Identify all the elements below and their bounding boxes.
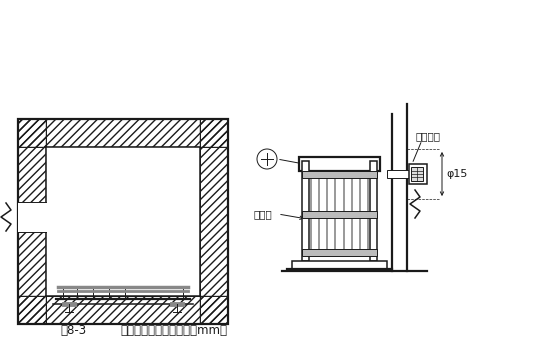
Text: 膨胀螺栓: 膨胀螺栓 [415,131,440,141]
Bar [302,171,377,178]
Bar [302,211,377,218]
Bar [18,119,46,324]
Bar [292,261,387,269]
Bar [18,296,228,324]
Bar [200,119,228,324]
Bar [409,164,427,184]
Bar [411,167,423,181]
Text: 筱棚门: 筱棚门 [254,209,273,219]
Bar [302,161,309,261]
Bar [370,161,377,261]
Bar [18,202,47,232]
Bar [18,119,228,147]
Bar [46,147,200,296]
Text: φ15: φ15 [446,169,468,179]
Bar [200,119,228,324]
Text: 图8-3: 图8-3 [60,324,86,337]
Bar [18,119,228,324]
Bar [18,119,228,147]
Text: 电梯井口防护门（单位：mm）: 电梯井口防护门（单位：mm） [120,324,227,337]
Bar [299,157,380,171]
Bar [18,296,228,324]
Bar [302,249,377,256]
Bar [387,170,422,178]
Bar [18,119,46,324]
